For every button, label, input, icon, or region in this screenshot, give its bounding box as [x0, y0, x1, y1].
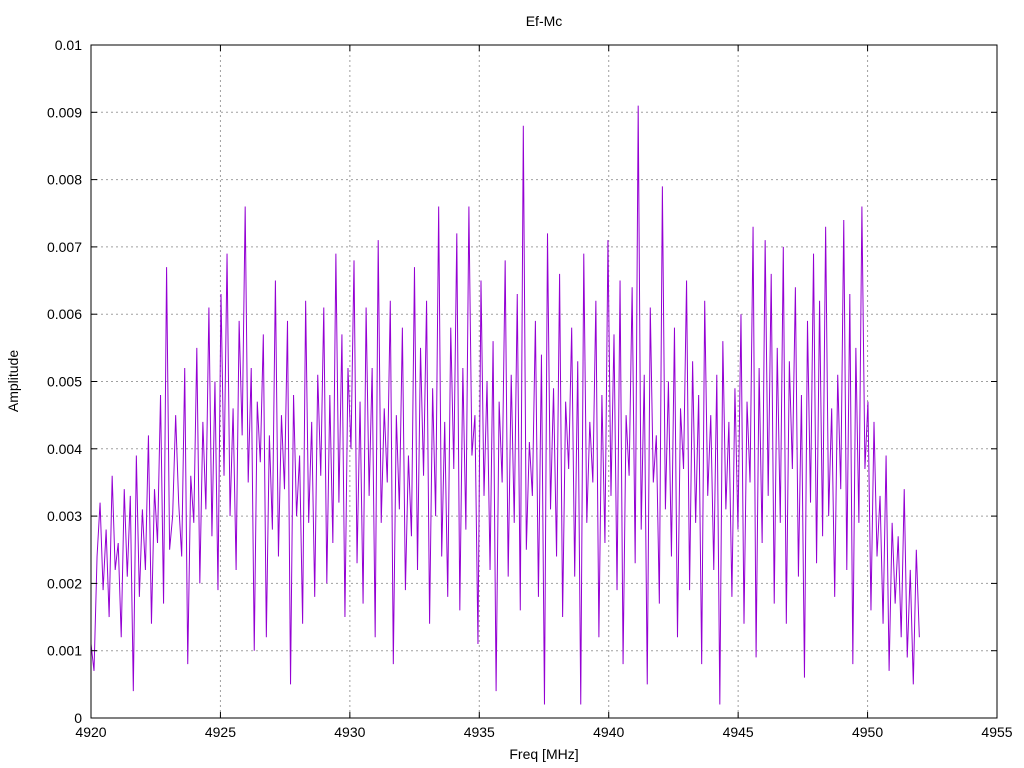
x-tick-label: 4920: [75, 724, 106, 740]
y-tick-label: 0.003: [47, 508, 82, 524]
y-tick-label: 0: [74, 710, 82, 726]
chart-title: Ef-Mc: [526, 13, 563, 29]
y-tick-label: 0.008: [47, 172, 82, 188]
y-tick-label: 0.009: [47, 104, 82, 120]
x-tick-label: 4930: [334, 724, 365, 740]
x-tick-label: 4945: [723, 724, 754, 740]
series-line: [90, 105, 920, 705]
y-tick-label: 0.006: [47, 306, 82, 322]
tick-labels: 4920 4925 4930 4935 4940 4945 4950 4955 0 0.001 0.…: [47, 37, 1013, 740]
grid: [91, 45, 997, 718]
y-tick-label: 0.001: [47, 643, 82, 659]
x-tick-label: 4955: [981, 724, 1012, 740]
y-tick-label: 0.005: [47, 374, 82, 390]
y-tick-label: 0.002: [47, 575, 82, 591]
axis-ticks: [90, 44, 998, 719]
x-tick-label: 4950: [852, 724, 883, 740]
x-tick-label: 4935: [464, 724, 495, 740]
y-tick-label: 0.01: [55, 37, 82, 53]
y-tick-label: 0.004: [47, 441, 82, 457]
x-tick-label: 4925: [205, 724, 236, 740]
plot-area: [90, 105, 920, 705]
y-axis-label: Amplitude: [5, 350, 21, 412]
x-tick-label: 4940: [593, 724, 624, 740]
y-tick-label: 0.007: [47, 239, 82, 255]
x-axis-label: Freq [MHz]: [509, 746, 578, 762]
